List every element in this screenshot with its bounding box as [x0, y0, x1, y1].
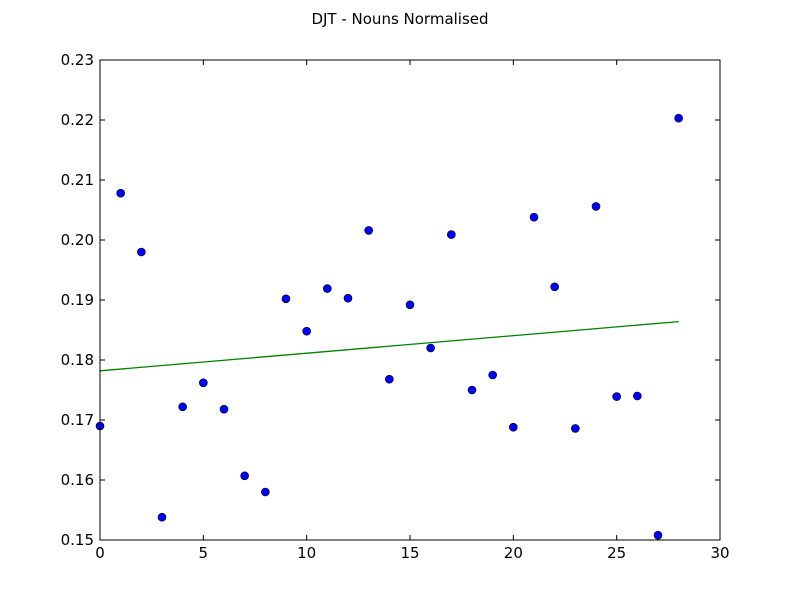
plot-frame — [99, 59, 721, 541]
data-point — [364, 226, 373, 235]
y-tick-label: 0.22 — [61, 111, 94, 129]
data-point — [426, 343, 435, 353]
data-point — [343, 293, 353, 303]
data-point — [302, 326, 311, 336]
y-tick-label: 0.20 — [61, 231, 94, 249]
data-point — [509, 422, 518, 432]
plot-background — [100, 60, 720, 540]
data-point — [529, 212, 539, 222]
data-point — [385, 374, 394, 384]
y-tick-label: 0.23 — [61, 51, 94, 69]
data-point — [116, 188, 125, 198]
data-point — [199, 378, 208, 388]
plot-area — [100, 60, 720, 540]
x-tick-label: 5 — [199, 544, 209, 562]
x-tick-label: 10 — [297, 544, 316, 562]
data-point — [405, 300, 415, 310]
data-point — [178, 402, 187, 412]
trend-line-layer — [99, 320, 679, 372]
ticks-layer: 0 5 10 15 20 25 30 0.15 0.16 0.17 0.18 0.19 0.20 0.21… — [61, 51, 730, 562]
y-tick-label: 0.17 — [61, 411, 94, 429]
data-point — [653, 530, 663, 540]
data-point — [323, 284, 332, 293]
data-point — [591, 202, 601, 211]
data-point — [571, 424, 580, 433]
y-tick-label: 0.16 — [61, 471, 94, 489]
data-point — [240, 471, 249, 481]
data-point — [447, 230, 456, 239]
data-point — [281, 294, 291, 304]
data-point — [633, 391, 642, 401]
y-tick-label: 0.19 — [61, 291, 94, 309]
data-point — [137, 247, 146, 257]
data-point — [219, 404, 229, 414]
y-tick-label: 0.15 — [61, 531, 94, 549]
data-point — [550, 282, 559, 292]
x-tick-label: 25 — [607, 544, 626, 562]
data-point — [157, 512, 167, 522]
points-layer — [95, 113, 683, 540]
data-point — [488, 370, 497, 380]
trend-line — [99, 320, 679, 372]
data-point — [674, 113, 683, 123]
data-point — [467, 385, 477, 395]
x-tick-label: 15 — [400, 544, 419, 562]
x-tick-label: 20 — [504, 544, 523, 562]
x-tick-label: 0 — [95, 544, 105, 562]
y-tick-label: 0.18 — [61, 351, 94, 369]
chart-title: DJT - Nouns Normalised — [311, 10, 488, 28]
x-tick-label: 30 — [710, 544, 729, 562]
data-point — [612, 392, 621, 401]
y-tick-label: 0.21 — [61, 171, 94, 189]
data-point — [261, 487, 270, 497]
